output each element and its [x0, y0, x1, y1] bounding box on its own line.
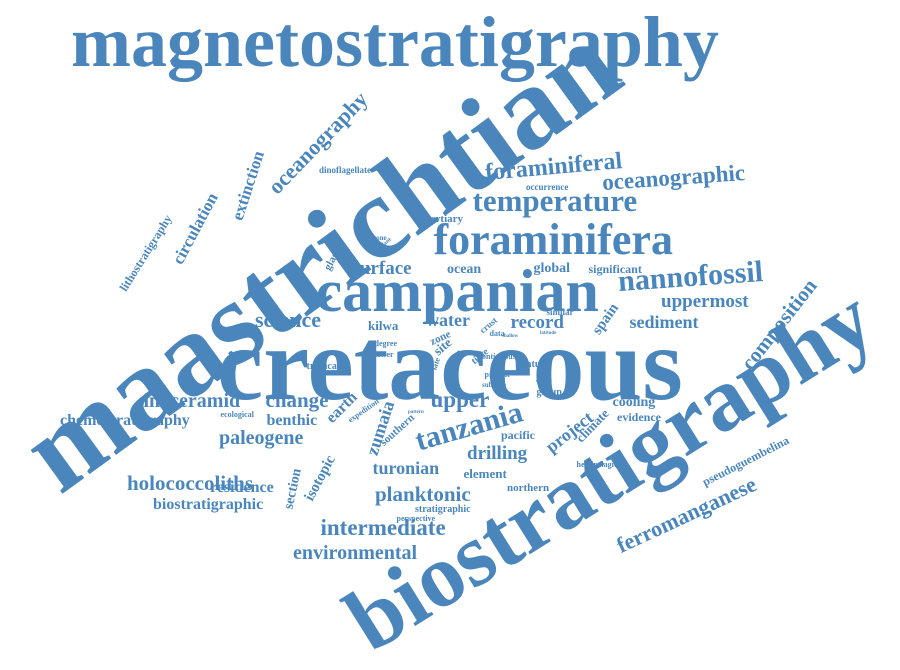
cloud-word: shallow: [502, 333, 519, 339]
cloud-word: tertiary: [427, 212, 464, 225]
cloud-word: continuous: [478, 352, 516, 361]
cloud-word: present: [484, 370, 510, 379]
cloud-word: lower: [374, 350, 394, 359]
cloud-word: degree: [374, 339, 398, 348]
cloud-word: foraminifera: [433, 215, 673, 264]
cloud-word: uppermost: [661, 290, 749, 312]
cloud-word: section: [280, 467, 305, 511]
cloud-word: benthic: [266, 412, 318, 429]
cloud-word: pattern: [408, 409, 424, 415]
cloud-word: change: [265, 387, 329, 412]
cloud-word: surface: [352, 257, 412, 279]
cloud-word: extinction: [227, 147, 269, 223]
cloud-word: subzone: [482, 380, 507, 389]
cloud-word: data: [489, 329, 505, 338]
cloud-word: sediment: [629, 312, 699, 332]
cloud-word: magnetostratigraphy: [71, 2, 719, 82]
cloud-word: isotopic: [301, 452, 339, 504]
cloud-word: stratigraphic: [415, 504, 471, 515]
cloud-word: tropical: [306, 361, 340, 372]
cloud-word: biostratigraphic: [153, 496, 264, 513]
cloud-word: holococcoliths: [127, 470, 253, 495]
cloud-word: group: [536, 387, 562, 398]
cloud-word: similar: [546, 306, 574, 317]
cloud-word: evidence: [617, 410, 661, 424]
cloud-word: planktonic: [375, 481, 471, 506]
cloud-word: occurrence: [526, 181, 569, 192]
cloud-word: perspective: [396, 514, 436, 523]
cloud-word: campanian: [315, 258, 599, 324]
cloud-word: lithostratigraphy: [116, 212, 175, 294]
cloud-word: inoceramid: [143, 390, 241, 412]
cloud-word: datum: [521, 359, 549, 370]
cloud-word: cooling: [612, 395, 656, 410]
cloud-word: hemipelagic: [576, 460, 618, 469]
cloud-word: residence: [210, 479, 274, 496]
cloud-word: environmental: [293, 542, 418, 564]
cloud-word: pacific: [501, 428, 535, 442]
cloud-word: global: [533, 261, 571, 276]
cloud-word: oceanographic: [600, 159, 746, 195]
cloud-word: organic: [536, 378, 553, 384]
cloud-word: turonian: [372, 458, 440, 478]
cloud-word: cretaceous: [217, 307, 683, 422]
cloud-word: dinoflagellate: [319, 164, 371, 175]
cloud-word: element: [463, 465, 507, 481]
cloud-word: significant: [588, 262, 642, 276]
cloud-word: kilwa: [368, 317, 399, 333]
cloud-word: northern: [507, 481, 550, 494]
cloud-word: ecological: [220, 410, 254, 419]
cloud-word: sandstone: [357, 233, 387, 242]
cloud-word: temperature: [472, 182, 638, 218]
cloud-word: latitude: [540, 330, 557, 336]
cloud-word: paleogene: [219, 427, 304, 449]
cloud-word: science: [255, 307, 321, 332]
cloud-word: upper: [430, 386, 490, 412]
cloud-word: drilling: [467, 442, 528, 464]
cloud-word: intermediate: [320, 514, 446, 540]
cloud-word: record: [510, 311, 564, 333]
cloud-word: water: [426, 310, 470, 330]
cloud-word: ocean: [447, 262, 482, 277]
cloud-word: chemostratigraphy: [60, 412, 190, 429]
